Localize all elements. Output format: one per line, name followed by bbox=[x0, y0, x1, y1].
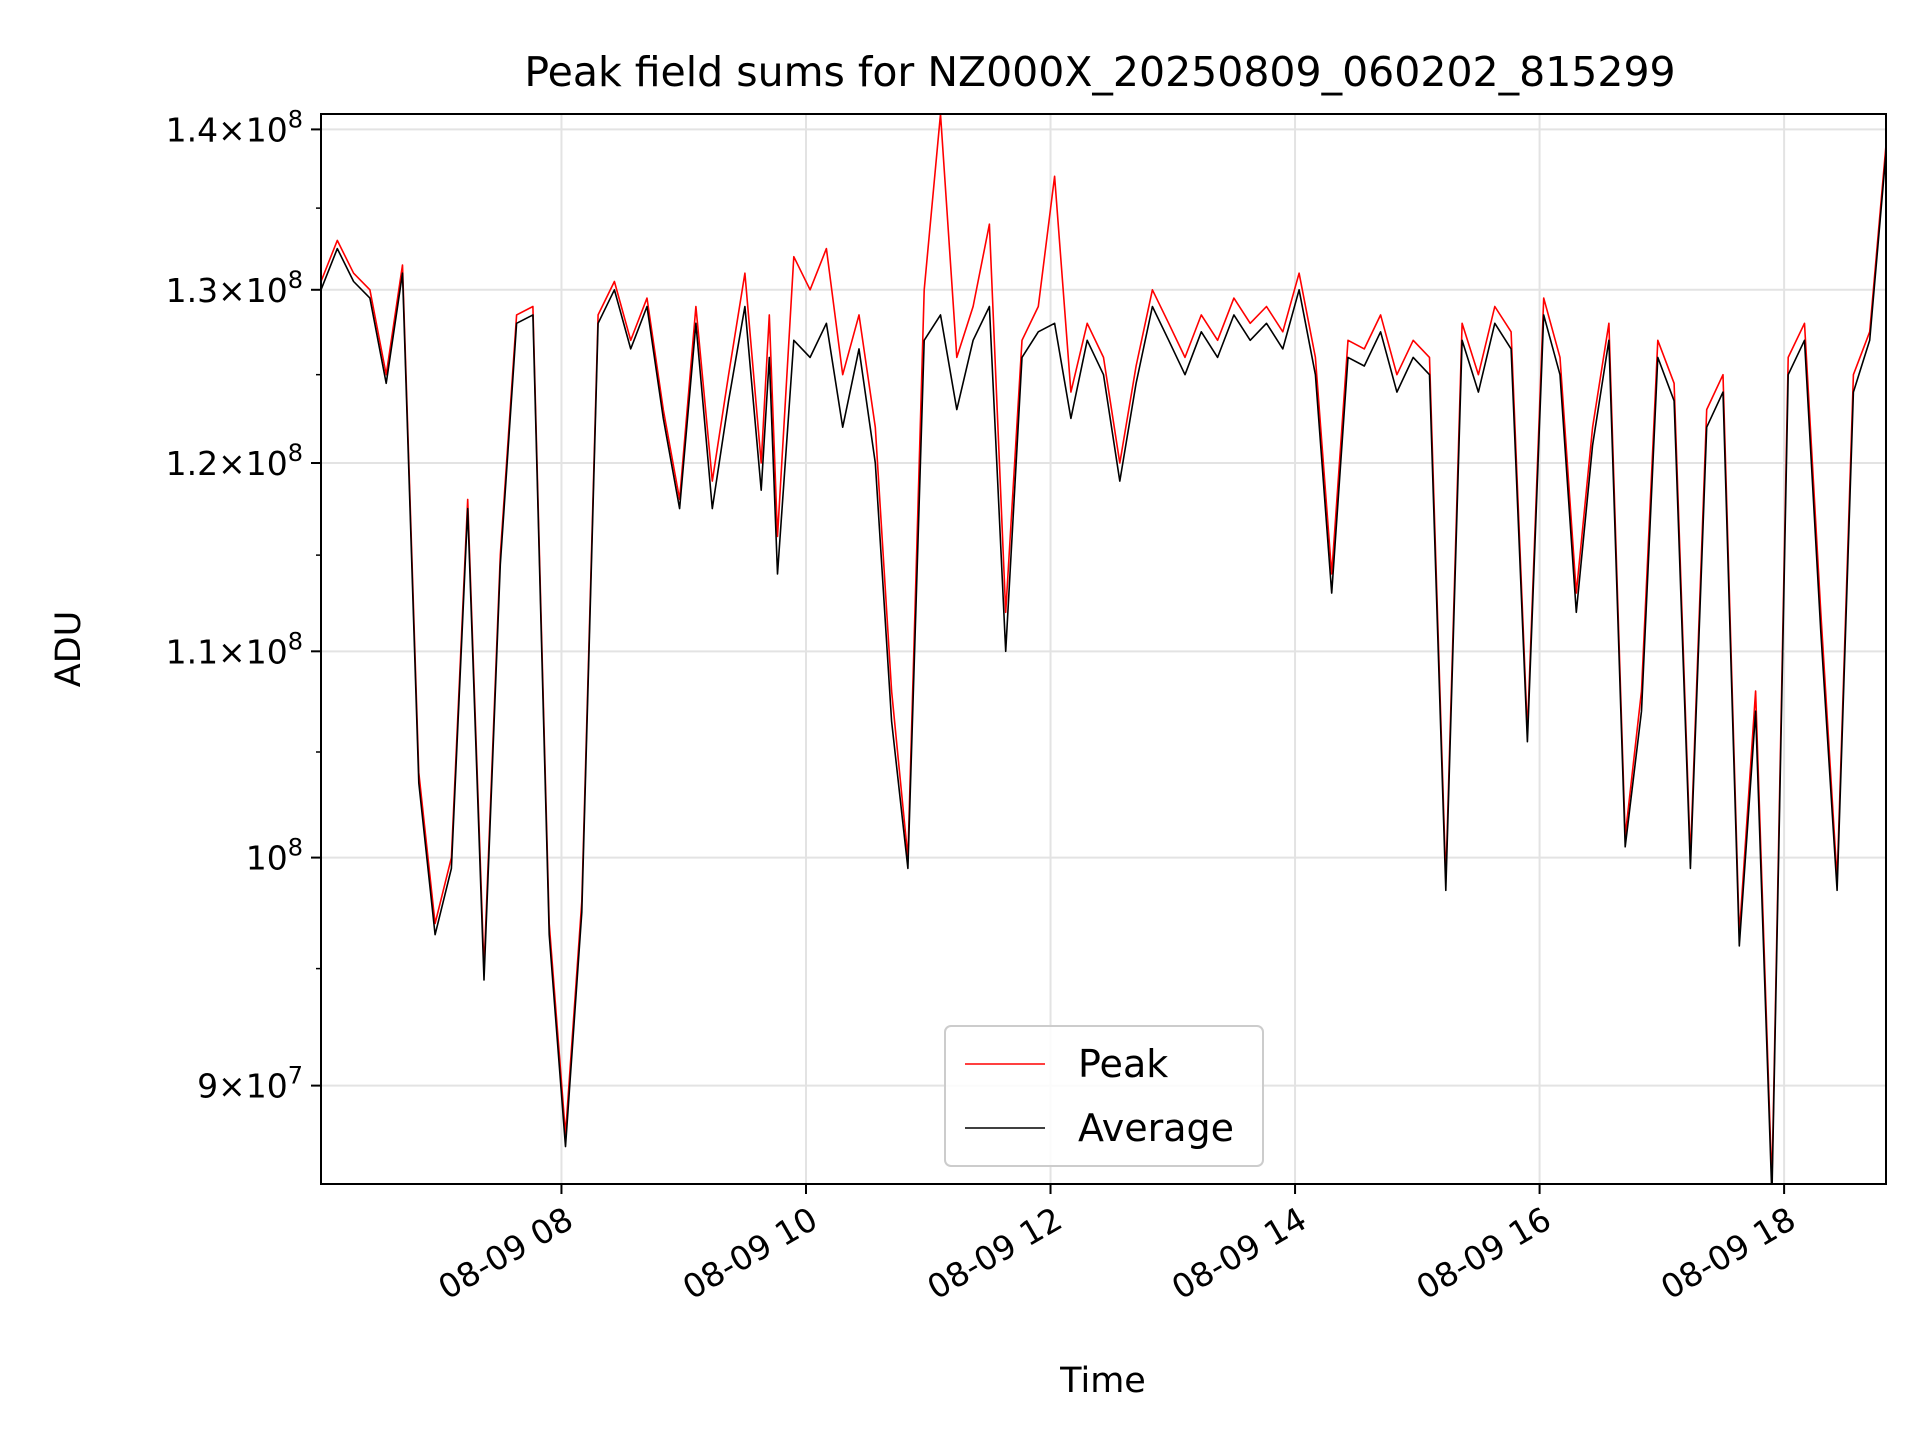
y-tick-base: 10 bbox=[246, 632, 288, 671]
y-tick-label: 108 bbox=[246, 834, 303, 878]
y-tick-exponent: 8 bbox=[288, 627, 303, 655]
axes-frame bbox=[320, 113, 1887, 1185]
y-tick-mantissa: 1.1× bbox=[166, 632, 246, 671]
y-axis-label: ADU bbox=[49, 611, 89, 688]
series-line-average bbox=[321, 152, 1886, 1184]
y-tick-base: 10 bbox=[246, 444, 288, 483]
y-tick-exponent: 8 bbox=[288, 105, 303, 133]
legend-label-average: Average bbox=[1078, 1106, 1234, 1150]
y-tick-exponent: 8 bbox=[288, 834, 303, 862]
plot-area bbox=[321, 114, 1886, 1184]
y-tick-label: 1.2×108 bbox=[166, 439, 303, 483]
y-tick-mantissa: 1.3× bbox=[166, 271, 246, 310]
y-tick-label: 1.1×108 bbox=[166, 627, 303, 671]
y-tick-base: 10 bbox=[246, 1067, 288, 1106]
y-tick-label: 1.4×108 bbox=[166, 105, 303, 149]
y-tick-base: 10 bbox=[246, 839, 288, 878]
y-tick-base: 10 bbox=[246, 271, 288, 310]
y-tick-exponent: 7 bbox=[288, 1062, 303, 1090]
y-tick-mantissa: 1.2× bbox=[166, 444, 246, 483]
legend-label-peak: Peak bbox=[1078, 1042, 1168, 1086]
y-tick-label: 1.3×108 bbox=[166, 266, 303, 310]
chart-title: Peak field sums for NZ000X_20250809_0602… bbox=[524, 48, 1675, 96]
legend-box bbox=[944, 1025, 1264, 1167]
y-tick-label: 9×107 bbox=[197, 1062, 303, 1106]
y-tick-exponent: 8 bbox=[288, 266, 303, 294]
legend: Peak Average bbox=[944, 1025, 1264, 1167]
y-tick-exponent: 8 bbox=[288, 439, 303, 467]
y-tick-base: 10 bbox=[246, 110, 288, 149]
y-tick-mantissa: 9× bbox=[197, 1067, 246, 1106]
y-tick-mantissa: 1.4× bbox=[166, 110, 246, 149]
grid bbox=[321, 114, 1886, 1184]
x-axis-label: Time bbox=[1059, 1361, 1146, 1401]
